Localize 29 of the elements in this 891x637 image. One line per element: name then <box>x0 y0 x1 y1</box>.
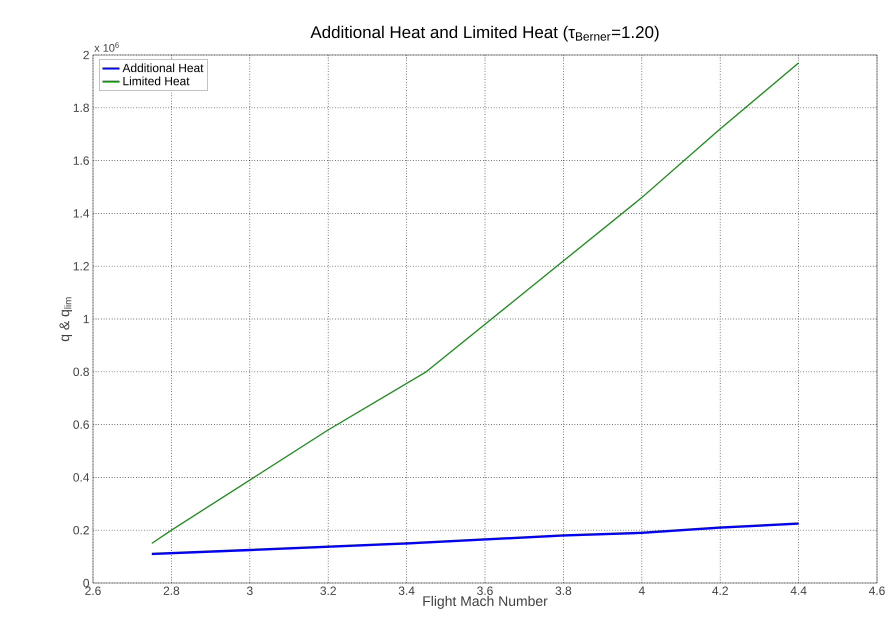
y-tick-label: 0.2 <box>73 526 89 534</box>
line-series <box>150 522 800 556</box>
x-tick-label: 2.8 <box>164 586 180 595</box>
y-tick-label: 0.8 <box>73 368 89 376</box>
y-tick-label: 0.4 <box>73 473 90 482</box>
legend-label: Limited Heat <box>123 76 190 86</box>
x-tick-label: 2.6 <box>85 586 101 595</box>
x-tick-label: 3.8 <box>556 586 572 595</box>
x-tick-label: 4.4 <box>790 586 807 595</box>
y-tick-label: 1.8 <box>74 104 89 112</box>
x-tick-label: 4.2 <box>712 586 728 595</box>
x-tick-label: 3.4 <box>398 586 415 595</box>
x-tick-label: 4 <box>638 586 645 595</box>
x-tick-label: 3.6 <box>477 586 493 595</box>
y-axis-title: q & q$_{lim}$ <box>59 297 72 342</box>
y-tick-label: 1 <box>84 314 89 324</box>
text: x 10$^{6}$ <box>94 42 119 52</box>
y-tick-label: 1.4 <box>74 209 90 218</box>
y-tick-label: 1.2 <box>74 262 89 270</box>
chart-title: Additional Heat and Limited Heat (τ$_{Berner}$=1.20) <box>310 26 659 42</box>
y-tick-label: 0.6 <box>73 420 89 429</box>
y-tick-label: 2 <box>83 50 89 60</box>
x-tick-label: 4.6 <box>868 586 885 595</box>
x-tick-label: 3 <box>246 586 253 595</box>
y-tick-label: 1.6 <box>74 156 89 165</box>
x-tick-label: 3.2 <box>320 586 336 595</box>
x-axis-title: Flight Mach Number <box>423 596 548 609</box>
legend-label: Additional Heat <box>122 63 204 72</box>
y-tick-label: 0 <box>83 578 90 588</box>
